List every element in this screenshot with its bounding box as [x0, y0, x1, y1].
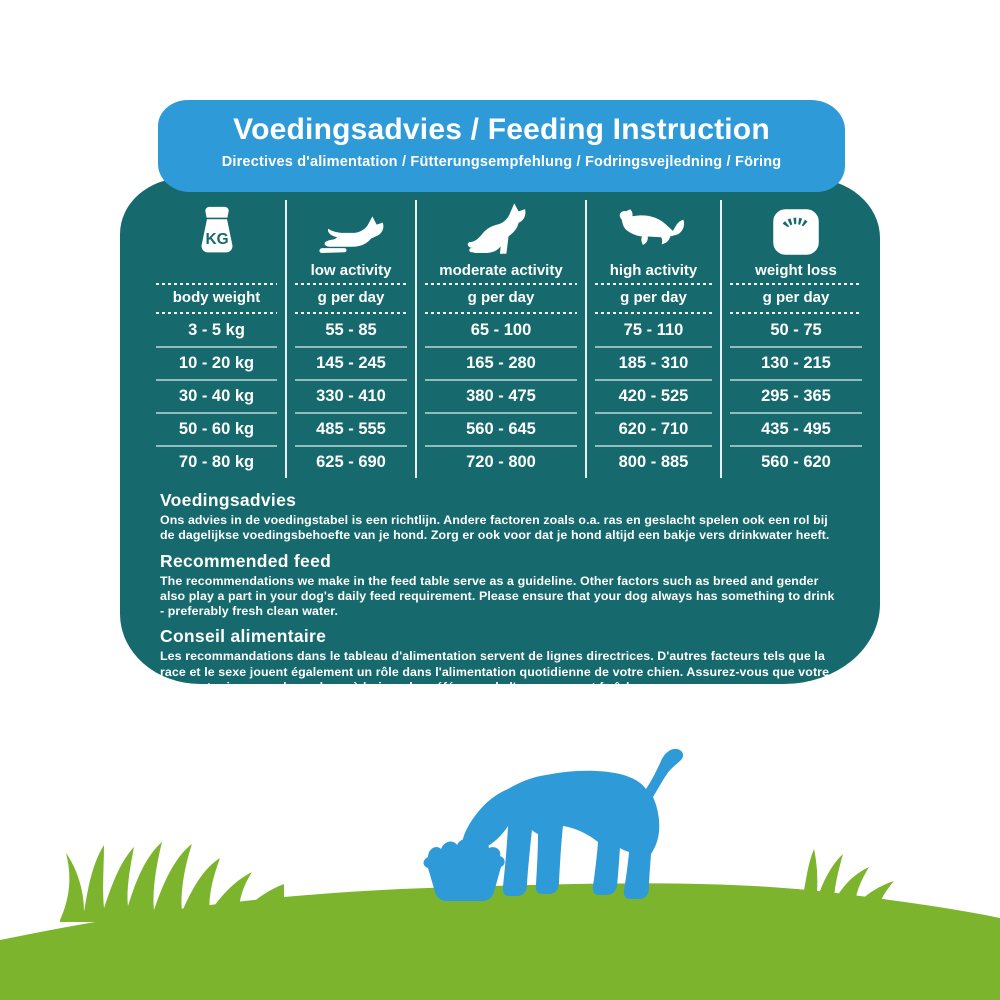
column-low-activity: low activity g per day 55 - 85 145 - 245…: [285, 200, 415, 478]
note-heading: Conseil alimentaire: [160, 626, 327, 647]
food-bowl-illustration: [423, 838, 505, 901]
table-cell: 145 - 245: [295, 346, 407, 379]
column-moderate-activity: moderate activity g per day 65 - 100 165…: [415, 200, 585, 478]
note-body: The recommendations we make in the feed …: [160, 573, 835, 619]
column-body-weight: KG body weight 3 - 5 kg 10 - 20 kg 30 - …: [148, 200, 285, 478]
table-cell: 560 - 620: [730, 445, 862, 478]
feeding-table: KG body weight 3 - 5 kg 10 - 20 kg 30 - …: [148, 200, 880, 478]
table-cell: 330 - 410: [295, 379, 407, 412]
note-body: Les recommandations dans le tableau d'al…: [160, 649, 830, 695]
page-title: Voedingsadvies / Feeding Instruction: [233, 113, 770, 146]
dotted-divider: [156, 311, 277, 314]
table-cell: 720 - 800: [425, 445, 577, 478]
table-cell: 130 - 215: [730, 346, 862, 379]
dotted-divider: [425, 282, 577, 285]
dotted-divider: [295, 282, 407, 285]
grass-tuft-right: [800, 849, 894, 913]
table-cell: 30 - 40 kg: [156, 379, 277, 412]
table-cell: 75 - 110: [623, 321, 684, 339]
table-cell: 50 - 60 kg: [156, 412, 277, 445]
table-cell: 165 - 280: [425, 346, 577, 379]
table-cell: 70 - 80 kg: [156, 445, 277, 478]
note-body: Ons advies in de voedingstabel is een ri…: [160, 513, 830, 543]
note-dutch: Voedingsadvies Ons advies in de voedings…: [160, 490, 840, 544]
dotted-divider: [730, 282, 862, 285]
table-cell: 620 - 710: [595, 412, 712, 445]
column-activity-label: moderate activity: [439, 262, 563, 279]
grass-tuft-left: [60, 842, 284, 922]
column-weight-loss: weight loss g per day 50 - 75 130 - 215 …: [720, 200, 870, 478]
table-cell: 50 - 75: [770, 321, 822, 339]
page-subtitle: Directives d'alimentation / Fütterungsem…: [221, 154, 782, 170]
table-cell: 55 - 85: [325, 321, 377, 339]
dog-illustration: [459, 748, 684, 899]
feeding-table-panel: KG body weight 3 - 5 kg 10 - 20 kg 30 - …: [120, 178, 880, 694]
sitting-dog-icon: [417, 200, 585, 258]
note-english: Recommended feed The recommendations we …: [160, 551, 840, 620]
dotted-divider: [425, 311, 577, 314]
table-cell: 435 - 495: [730, 412, 862, 445]
dotted-divider: [730, 311, 862, 314]
kg-weight-icon: KG: [148, 200, 285, 258]
column-unit-label: g per day: [620, 289, 687, 306]
column-unit-label: body weight: [172, 289, 261, 306]
note-heading: Recommended feed: [160, 550, 332, 571]
column-unit-label: g per day: [317, 289, 385, 306]
svg-text:KG: KG: [205, 231, 228, 248]
column-unit-label: g per day: [467, 289, 535, 306]
table-cell: 3 - 5 kg: [188, 321, 245, 339]
lying-dog-icon: [287, 200, 415, 258]
table-cell: 10 - 20 kg: [156, 346, 277, 379]
table-cell: 800 - 885: [595, 445, 712, 478]
jumping-dog-icon: [587, 200, 720, 258]
table-cell: 380 - 475: [425, 379, 577, 412]
table-cell: 185 - 310: [595, 346, 712, 379]
column-high-activity: high activity g per day 75 - 110 185 - 3…: [585, 200, 720, 478]
header-banner: Voedingsadvies / Feeding Instruction Dir…: [158, 100, 845, 192]
scale-icon: [722, 200, 870, 258]
column-unit-label: g per day: [762, 289, 830, 306]
note-heading: Voedingsadvies: [160, 490, 297, 510]
dotted-divider: [156, 282, 277, 285]
table-cell: 560 - 645: [425, 412, 577, 445]
table-cell: 625 - 690: [295, 445, 407, 478]
dotted-divider: [595, 311, 712, 314]
note-french: Conseil alimentaire Les recommandations …: [160, 626, 840, 695]
dotted-divider: [595, 282, 712, 285]
column-activity-label: [148, 260, 285, 281]
table-cell: 485 - 555: [295, 412, 407, 445]
column-activity-label: low activity: [310, 262, 392, 279]
dotted-divider: [295, 311, 407, 314]
table-cell: 65 - 100: [470, 321, 532, 339]
column-activity-label: high activity: [609, 262, 698, 279]
table-cell: 420 - 525: [595, 379, 712, 412]
table-cell: 295 - 365: [730, 379, 862, 412]
advisory-notes: Voedingsadvies Ons advies in de voedings…: [160, 490, 840, 695]
column-activity-label: weight loss: [755, 262, 837, 279]
